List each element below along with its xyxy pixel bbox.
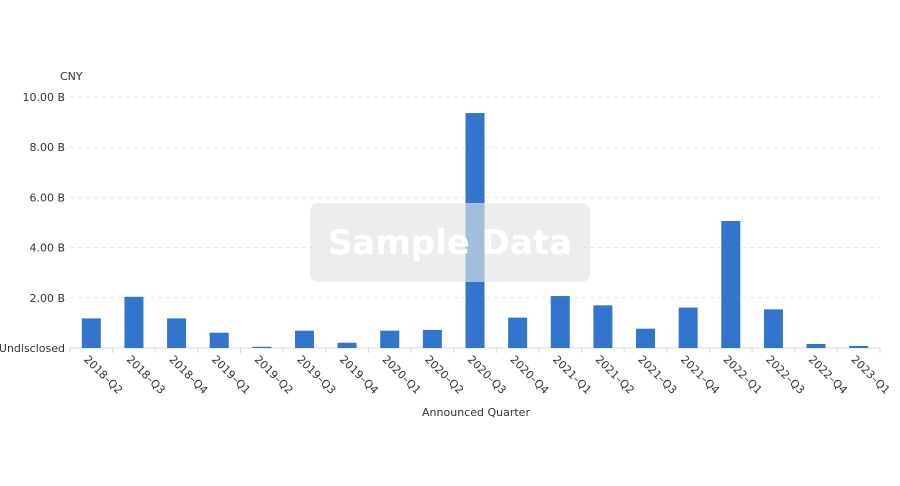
y-tick-label: 6.00 B [29,191,65,204]
x-tick-label: 2019–Q1 [209,353,253,397]
y-tick-label: 2.00 B [29,292,65,305]
y-tick-label: 10.00 B [22,91,65,104]
bar [81,318,101,348]
x-tick-label: 2021–Q2 [593,353,637,397]
x-tick-label: 2021–Q1 [550,353,594,397]
x-tick-label: 2022–Q1 [721,353,765,397]
x-tick-label: 2018–Q3 [124,353,168,397]
x-tick-label: 2023–Q1 [849,353,893,397]
bar [678,307,698,348]
x-axis-title: Announced Quarter [422,406,530,419]
x-tick-label: 2022–Q3 [763,353,807,397]
y-unit-label: CNY [60,70,83,83]
y-tick-label: 8.00 B [29,141,65,154]
bar [636,328,656,348]
x-tick-label: 2021–Q4 [678,353,722,397]
bar [849,345,869,348]
x-tick-label: 2018–Q4 [166,353,210,397]
x-tick-label: 2020–Q2 [422,353,466,397]
bar [167,318,187,348]
x-tick-label: 2019–Q4 [337,353,381,397]
bar [721,220,741,348]
bar [508,317,528,348]
bar [763,309,783,348]
y-tick-label: 4.00 B [29,242,65,255]
x-tick-label: 2022–Q4 [806,353,850,397]
watermark: Sample Data [310,203,590,282]
x-tick-label: 2020–Q4 [508,353,552,397]
x-tick-label: 2019–Q2 [252,353,296,397]
x-tick-label: 2019–Q3 [294,353,338,397]
x-tick-label: 2020–Q1 [380,353,424,397]
bar [337,342,357,348]
bar [550,296,570,348]
bar [593,305,613,348]
bar [380,330,400,348]
bar [422,329,442,348]
x-tick-label: 2021–Q3 [635,353,679,397]
bar [294,330,314,348]
y-tick-label: Undisclosed [0,342,65,355]
bar [806,343,826,348]
x-tick-label: 2020–Q3 [465,353,509,397]
x-tick-label: 2018–Q2 [81,353,125,397]
bar [252,346,272,348]
bar [209,332,229,348]
bar [124,296,144,348]
